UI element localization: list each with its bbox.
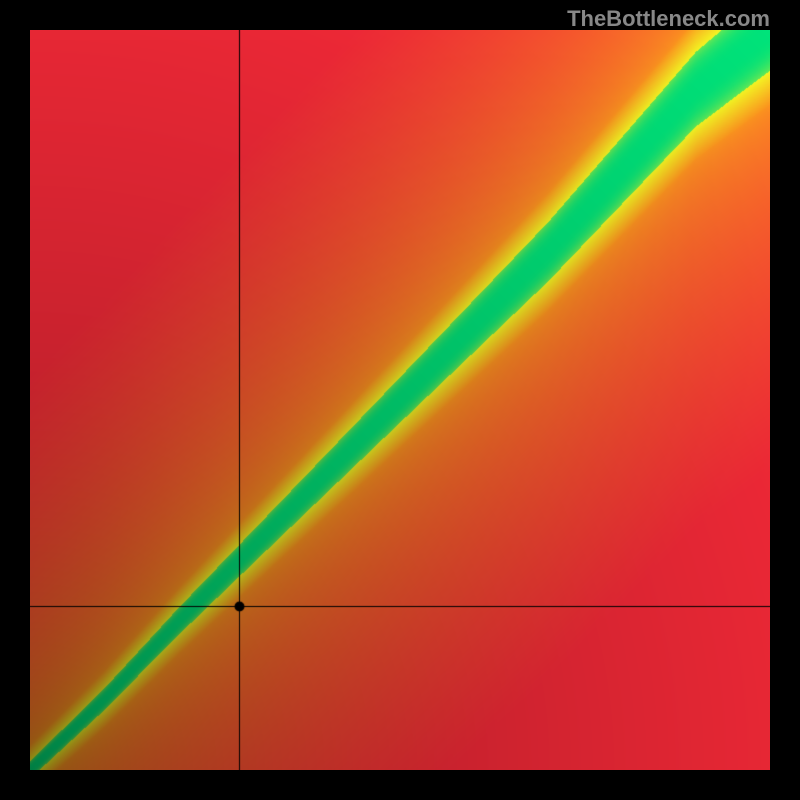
attribution-label: TheBottleneck.com — [567, 6, 770, 32]
heatmap-plot — [30, 30, 770, 770]
heatmap-canvas — [30, 30, 770, 770]
